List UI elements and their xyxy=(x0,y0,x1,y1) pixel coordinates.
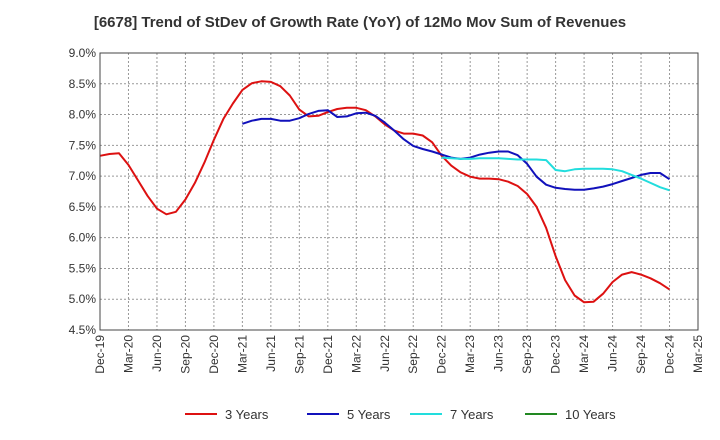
x-tick-label: Sep-22 xyxy=(406,335,420,374)
series-layer xyxy=(99,80,671,304)
x-tick-label: Dec-21 xyxy=(321,335,335,374)
chart-title: [6678] Trend of StDev of Growth Rate (Yo… xyxy=(93,14,627,31)
x-tick-label: Jun-22 xyxy=(378,335,392,372)
series-line-7-years xyxy=(441,156,670,192)
y-tick-label: 7.5% xyxy=(69,138,97,152)
plot-background xyxy=(100,53,698,330)
y-tick-label: 6.0% xyxy=(69,231,97,245)
plot-frame xyxy=(99,52,699,331)
x-tick-label: Mar-21 xyxy=(235,335,249,373)
x-tick-label: Sep-20 xyxy=(178,335,192,374)
x-tick-label: Jun-23 xyxy=(492,335,506,372)
x-tick-label: Dec-22 xyxy=(435,335,449,374)
y-axis-ticks: 9.0% 8.5% 8.0% 7.5% 7.0% 6.5% 6.0% 5.5% 5.0% 4.5% xyxy=(69,46,97,337)
x-tick-label: Jun-20 xyxy=(150,335,164,372)
x-tick-label: Dec-19 xyxy=(93,335,107,374)
x-tick-label: Sep-23 xyxy=(520,335,534,374)
legend: 3 Years 5 Years 7 Years 10 Years xyxy=(185,407,616,422)
x-tick-label: Jun-24 xyxy=(606,335,620,372)
x-tick-label: Sep-21 xyxy=(292,335,306,374)
y-tick-label: 5.0% xyxy=(69,292,97,306)
legend-label: 5 Years xyxy=(347,407,391,422)
y-tick-label: 7.0% xyxy=(69,169,97,183)
y-tick-label: 6.5% xyxy=(69,200,97,214)
x-tick-label: Mar-24 xyxy=(577,335,591,373)
x-tick-label: Mar-23 xyxy=(463,335,477,373)
x-tick-label: Sep-24 xyxy=(634,335,648,374)
legend-label: 10 Years xyxy=(565,407,616,422)
series-line-3-years xyxy=(99,80,671,304)
y-tick-label: 4.5% xyxy=(69,323,97,337)
legend-label: 7 Years xyxy=(450,407,494,422)
y-tick-label: 8.0% xyxy=(69,108,97,122)
x-tick-label: Mar-25 xyxy=(691,335,705,373)
x-axis-ticks: Dec-19 Mar-20 Jun-20 Sep-20 Dec-20 Mar-21 Jun-… xyxy=(93,335,705,374)
x-tick-label: Dec-20 xyxy=(207,335,221,374)
y-tick-label: 8.5% xyxy=(69,77,97,91)
x-tick-label: Mar-20 xyxy=(121,335,135,373)
x-tick-label: Jun-21 xyxy=(264,335,278,372)
x-tick-label: Mar-22 xyxy=(349,335,363,373)
y-tick-label: 5.5% xyxy=(69,261,97,275)
x-tick-label: Dec-23 xyxy=(549,335,563,374)
legend-label: 3 Years xyxy=(225,407,269,422)
x-tick-label: Dec-24 xyxy=(663,335,677,374)
y-tick-label: 9.0% xyxy=(69,46,97,60)
